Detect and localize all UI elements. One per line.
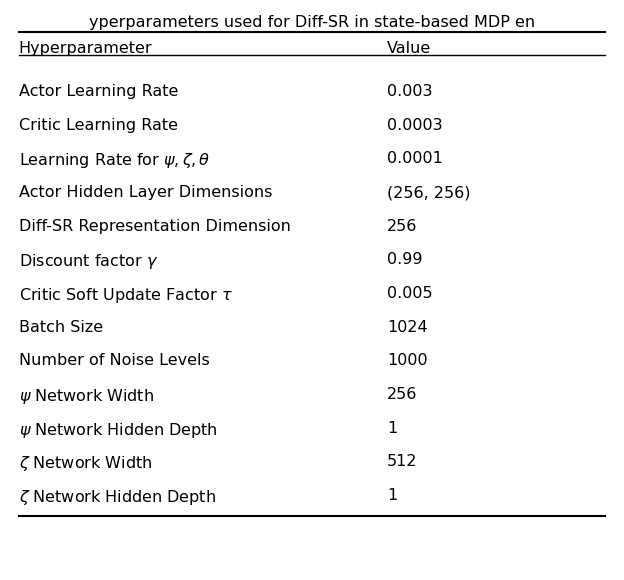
Text: (256, 256): (256, 256) xyxy=(387,185,470,200)
Text: 0.005: 0.005 xyxy=(387,286,432,301)
Text: $\psi$ Network Hidden Depth: $\psi$ Network Hidden Depth xyxy=(19,420,218,440)
Text: Actor Learning Rate: Actor Learning Rate xyxy=(19,84,178,99)
Text: Actor Hidden Layer Dimensions: Actor Hidden Layer Dimensions xyxy=(19,185,272,200)
Text: 256: 256 xyxy=(387,219,417,234)
Text: $\zeta$ Network Width: $\zeta$ Network Width xyxy=(19,454,152,473)
Text: Hyperparameter: Hyperparameter xyxy=(19,41,152,56)
Text: 512: 512 xyxy=(387,454,417,469)
Text: Learning Rate for $\psi, \zeta, \theta$: Learning Rate for $\psi, \zeta, \theta$ xyxy=(19,151,210,171)
Text: $\zeta$ Network Hidden Depth: $\zeta$ Network Hidden Depth xyxy=(19,488,216,507)
Text: 256: 256 xyxy=(387,387,417,402)
Text: 1000: 1000 xyxy=(387,353,427,368)
Text: Batch Size: Batch Size xyxy=(19,320,103,335)
Text: 0.003: 0.003 xyxy=(387,84,432,99)
Text: 1: 1 xyxy=(387,420,397,436)
Text: Number of Noise Levels: Number of Noise Levels xyxy=(19,353,210,368)
Text: Discount factor $\gamma$: Discount factor $\gamma$ xyxy=(19,252,158,271)
Text: yperparameters used for Diff-SR in state-based MDP en: yperparameters used for Diff-SR in state… xyxy=(89,14,535,30)
Text: 1: 1 xyxy=(387,488,397,503)
Text: 1024: 1024 xyxy=(387,320,427,335)
Text: $\psi$ Network Width: $\psi$ Network Width xyxy=(19,387,154,406)
Text: Critic Soft Update Factor $\tau$: Critic Soft Update Factor $\tau$ xyxy=(19,286,233,305)
Text: Diff-SR Representation Dimension: Diff-SR Representation Dimension xyxy=(19,219,291,234)
Text: 0.0003: 0.0003 xyxy=(387,118,442,133)
Text: 0.0001: 0.0001 xyxy=(387,151,443,166)
Text: Critic Learning Rate: Critic Learning Rate xyxy=(19,118,178,133)
Text: Value: Value xyxy=(387,41,431,56)
Text: 0.99: 0.99 xyxy=(387,252,422,267)
